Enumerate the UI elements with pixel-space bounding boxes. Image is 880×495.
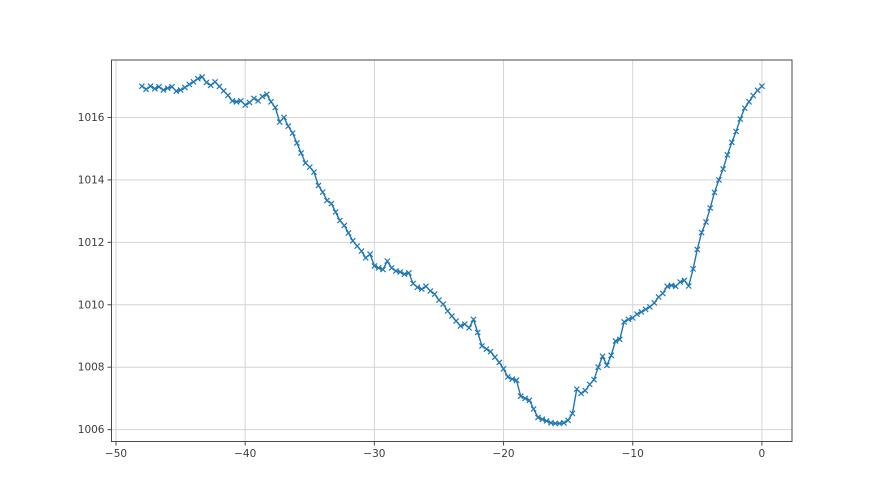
x-tick-labels: −50 −40 −30 −20 −10 0 [105,448,765,460]
y-tick-label: 1012 [78,237,105,249]
data-series [138,73,765,427]
x-tick-label: 0 [759,448,766,460]
x-tick-label: −10 [622,448,644,460]
y-tick-label: 1014 [78,174,105,186]
x-tick-label: −20 [492,448,514,460]
y-tick-labels: 1006 1008 1010 1012 1014 1016 [78,112,105,436]
data-point-markers [138,73,765,427]
axes-frame [111,59,793,442]
data-series-line [141,76,763,425]
y-tick-label: 1016 [78,112,105,124]
plot-border [111,59,793,442]
grid-lines [111,60,792,442]
x-tick-label: −30 [363,448,385,460]
axis-ticks [107,116,763,446]
y-tick-label: 1008 [78,362,105,374]
x-tick-label: −40 [234,448,256,460]
y-tick-label: 1010 [78,299,105,311]
y-tick-label: 1006 [78,424,105,436]
x-tick-label: −50 [105,448,127,460]
